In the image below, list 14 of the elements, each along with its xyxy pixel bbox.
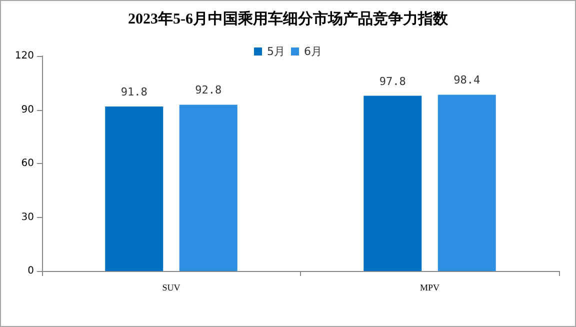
data-label: 97.8 [379, 74, 406, 88]
y-tick-label: 0 [28, 266, 34, 276]
y-tick-label: 60 [21, 158, 34, 169]
y-tick-label: 30 [21, 212, 34, 223]
y-tick-label: 120 [14, 50, 34, 62]
legend-label: 5月 [267, 45, 285, 58]
y-tick-label: 90 [21, 104, 34, 116]
x-tick-label: SUV [162, 282, 181, 292]
chart-title: 2023年5-6月中国乘用车细分市场产品竞争力指数 [128, 10, 449, 28]
x-tick-label: MPV [420, 282, 440, 292]
data-label: 91.8 [120, 86, 148, 99]
data-label: 92.8 [195, 84, 222, 97]
data-label: 98.4 [454, 74, 480, 87]
legend-label: 6月 [304, 45, 322, 58]
